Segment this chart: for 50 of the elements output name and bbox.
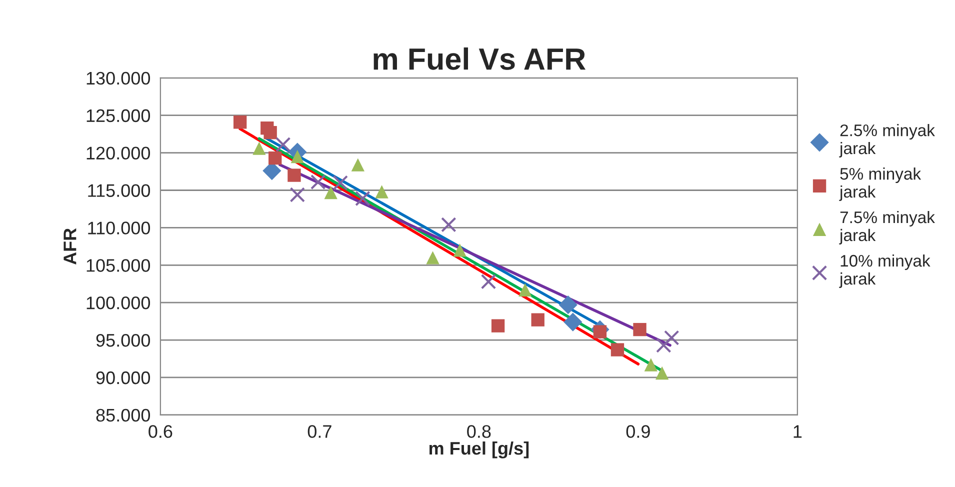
- x-axis-title: m Fuel [g/s]: [429, 441, 529, 458]
- point: [351, 158, 364, 172]
- point: [453, 244, 466, 257]
- point: [288, 168, 301, 182]
- y-tick-label: 105.000: [86, 259, 150, 272]
- point: [290, 187, 306, 202]
- point: [518, 283, 532, 296]
- point: [480, 274, 496, 290]
- chart-title: m Fuel Vs AFR: [374, 47, 586, 70]
- legend-label: 5% minyak jarak: [839, 167, 922, 201]
- legend-label: 2.5% minyak jarak: [839, 124, 935, 158]
- y-tick-label: 95.000: [96, 334, 150, 347]
- x-tick-label: 0.9: [626, 425, 650, 438]
- point: [491, 319, 505, 332]
- y-tick-label: 85.000: [96, 408, 150, 422]
- x-tick-label: 0.6: [148, 425, 172, 438]
- y-tick-label: 125.000: [86, 109, 150, 122]
- y-axis-title: AFR: [64, 228, 76, 265]
- point: [664, 330, 680, 346]
- point: [268, 151, 282, 165]
- point: [655, 366, 669, 380]
- point: [275, 136, 291, 152]
- point: [564, 312, 582, 332]
- x-tick-label: 0.7: [308, 425, 332, 438]
- point: [324, 186, 338, 200]
- point: [531, 313, 544, 326]
- point: [233, 116, 247, 129]
- point: [644, 358, 658, 372]
- y-tick-label: 120.000: [86, 146, 150, 160]
- x-tick-label: 0.8: [467, 425, 491, 438]
- point: [633, 322, 646, 336]
- y-tick-label: 110.000: [88, 222, 150, 234]
- point: [310, 174, 326, 190]
- point: [355, 190, 370, 206]
- y-tick-label: 130.000: [86, 72, 150, 85]
- y-tick-label: 100.000: [86, 296, 150, 310]
- point: [332, 175, 348, 190]
- point: [610, 343, 624, 356]
- y-tick-label: 115.000: [88, 184, 150, 197]
- x-tick-label: 1: [794, 425, 802, 438]
- point: [375, 185, 388, 198]
- point: [252, 142, 266, 155]
- point: [656, 338, 672, 353]
- point: [441, 217, 456, 232]
- legend-label: 7.5% minyak jarak: [839, 210, 935, 244]
- y-tick-label: 90.000: [96, 371, 150, 384]
- point: [426, 251, 440, 264]
- legend-label: 10% minyak jarak: [839, 254, 930, 288]
- point: [264, 126, 277, 140]
- point: [558, 296, 578, 314]
